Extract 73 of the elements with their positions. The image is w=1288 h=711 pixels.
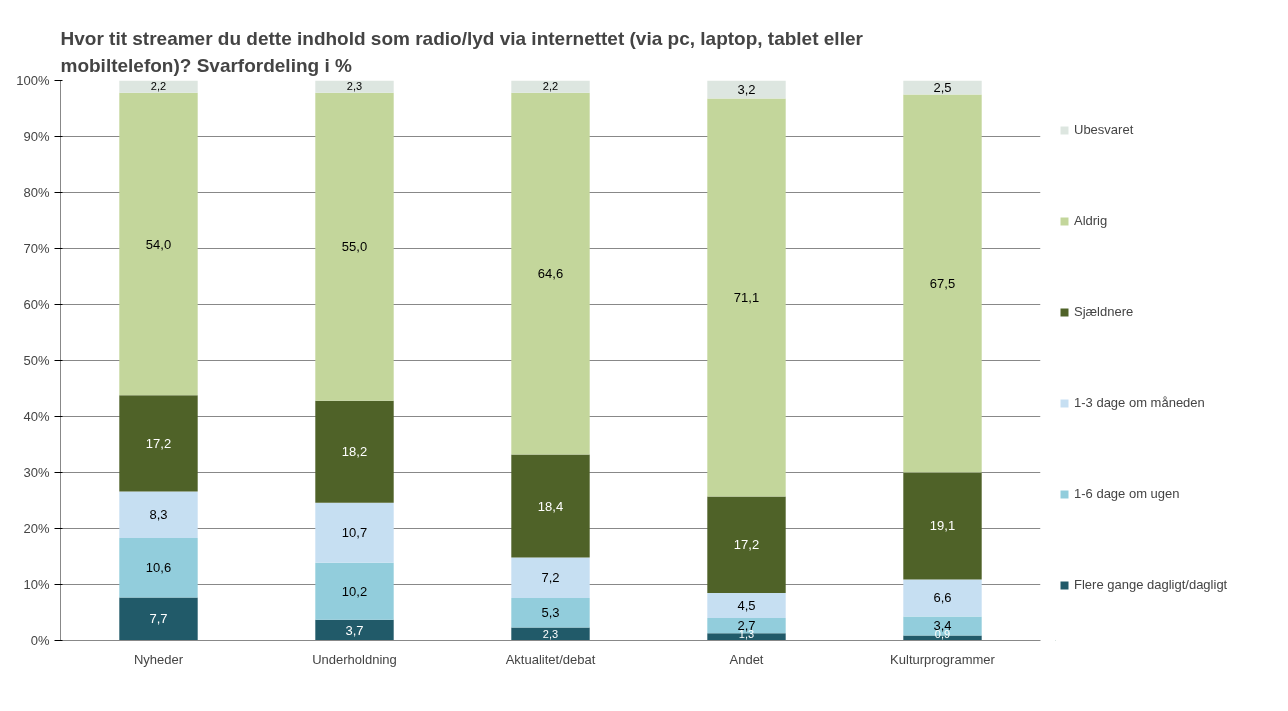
data-label: 17,2 — [145, 435, 172, 451]
legend-label: 1-6 dage om ugen — [1074, 485, 1180, 503]
bar — [315, 400, 394, 503]
data-label: 2,2 — [542, 79, 559, 92]
bar — [315, 562, 394, 620]
x-tick-label: Nyheder — [133, 651, 184, 667]
y-tick-label: 20% — [23, 521, 50, 536]
legend-label: 1-3 dage om måneden — [1074, 394, 1205, 412]
legend-label: Sjældnere — [1074, 303, 1134, 321]
data-label: 5,3 — [541, 605, 560, 621]
y-tick-label: 0% — [30, 633, 50, 648]
y-tick-label: 30% — [23, 465, 50, 480]
bar — [119, 538, 198, 598]
bar — [315, 502, 394, 563]
data-label: 6,6 — [933, 590, 952, 606]
data-label: 10,6 — [145, 560, 172, 576]
bar — [511, 92, 590, 455]
legend-label: Flere gange dagligt/dagligt — [1074, 576, 1228, 594]
legend-label: Ubesvaret — [1074, 121, 1134, 139]
bar — [903, 94, 982, 473]
bar — [119, 491, 198, 539]
y-tick-label: 40% — [23, 409, 50, 424]
y-tick-label: 100% — [16, 73, 50, 88]
y-tick-label: 10% — [23, 577, 50, 592]
data-label: 4,5 — [737, 598, 756, 613]
data-label: 55,0 — [341, 239, 368, 255]
data-label: 8,3 — [149, 507, 168, 523]
x-tick-label: Aktualitet/debat — [505, 651, 596, 667]
bar — [315, 80, 394, 93]
x-tick-label: Underholdning — [312, 651, 397, 667]
bar — [511, 80, 590, 93]
bar — [119, 80, 198, 93]
x-tick-label: Kulturprogrammer — [890, 651, 996, 667]
bar — [903, 80, 982, 95]
data-label: 3,7 — [345, 622, 364, 638]
data-label: 2,3 — [346, 79, 363, 92]
data-label: 71,1 — [733, 290, 760, 305]
data-label: 2,3 — [542, 627, 559, 640]
bar — [707, 98, 786, 497]
bar — [511, 557, 590, 598]
bar — [119, 597, 198, 641]
data-label: 2,5 — [933, 80, 952, 95]
data-label: 2,2 — [150, 79, 167, 92]
y-tick-label: 80% — [23, 185, 50, 200]
chart-title: Hvor tit streamer du dette indhold som radio/lyd via internettet (via pc, laptop, tablet eller mobiltelefon)? Svarfordeling i % — [60, 28, 864, 76]
bar — [903, 579, 982, 617]
bar — [707, 496, 786, 593]
data-label: 67,5 — [929, 276, 956, 291]
data-label: 3,2 — [737, 81, 756, 97]
bar — [315, 92, 394, 401]
bar — [511, 454, 590, 558]
legend-label: Aldrig — [1074, 212, 1108, 230]
data-label: 10,2 — [341, 583, 368, 599]
data-label: 10,7 — [341, 525, 368, 541]
y-tick-label: 90% — [23, 129, 50, 144]
y-tick-label: 50% — [23, 353, 50, 368]
data-label: 7,2 — [541, 570, 560, 586]
data-label: 64,6 — [537, 266, 564, 282]
bar — [315, 619, 394, 641]
y-tick-label: 70% — [23, 241, 50, 256]
data-label: 54,0 — [145, 236, 172, 252]
bar — [119, 395, 198, 492]
data-label: 17,2 — [733, 537, 760, 553]
data-label: 19,1 — [929, 518, 956, 534]
y-tick-label: 60% — [23, 297, 50, 312]
bar — [511, 597, 590, 628]
data-label: 18,2 — [341, 444, 368, 460]
x-tick-label: Andet — [729, 651, 764, 667]
data-label: 18,4 — [537, 498, 564, 514]
bar — [119, 92, 198, 396]
data-label: 7,7 — [149, 611, 168, 627]
bar — [707, 592, 786, 619]
bar — [903, 472, 982, 580]
